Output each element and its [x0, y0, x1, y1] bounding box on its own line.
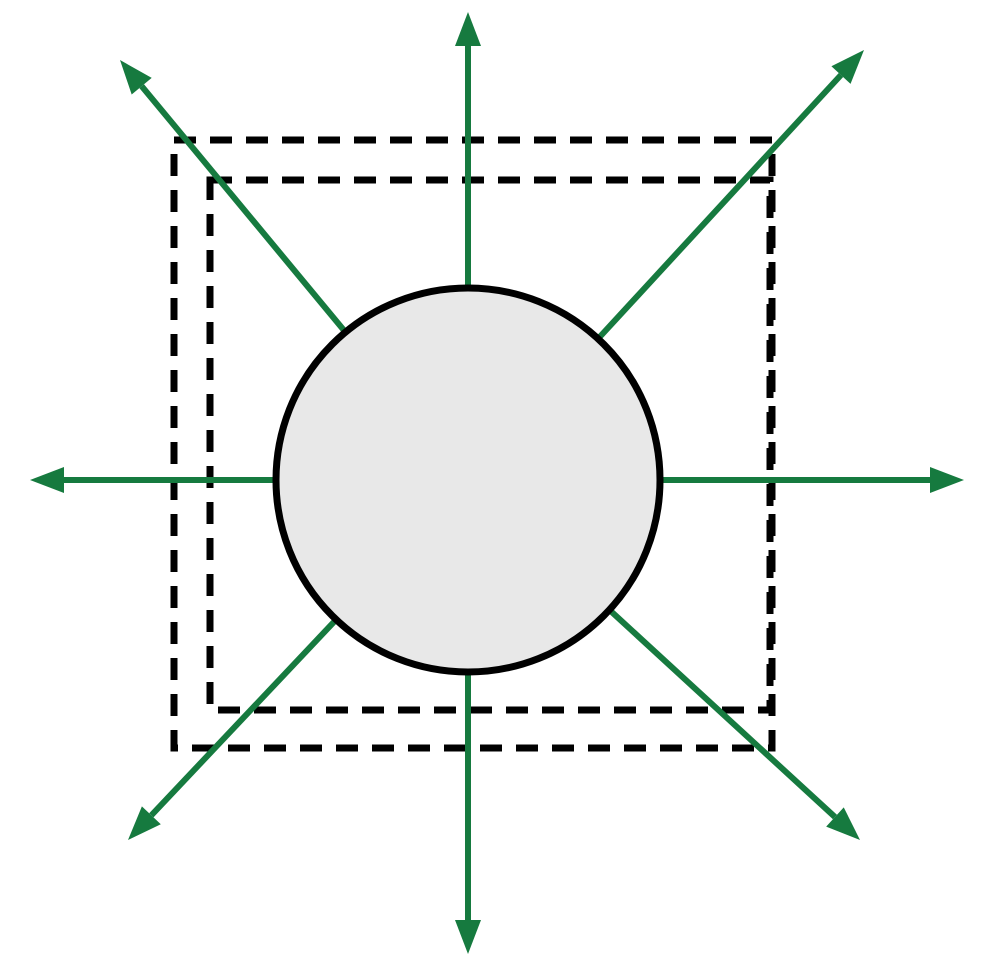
- center-circle: [276, 288, 660, 672]
- radial-arrows-diagram: [0, 0, 1000, 966]
